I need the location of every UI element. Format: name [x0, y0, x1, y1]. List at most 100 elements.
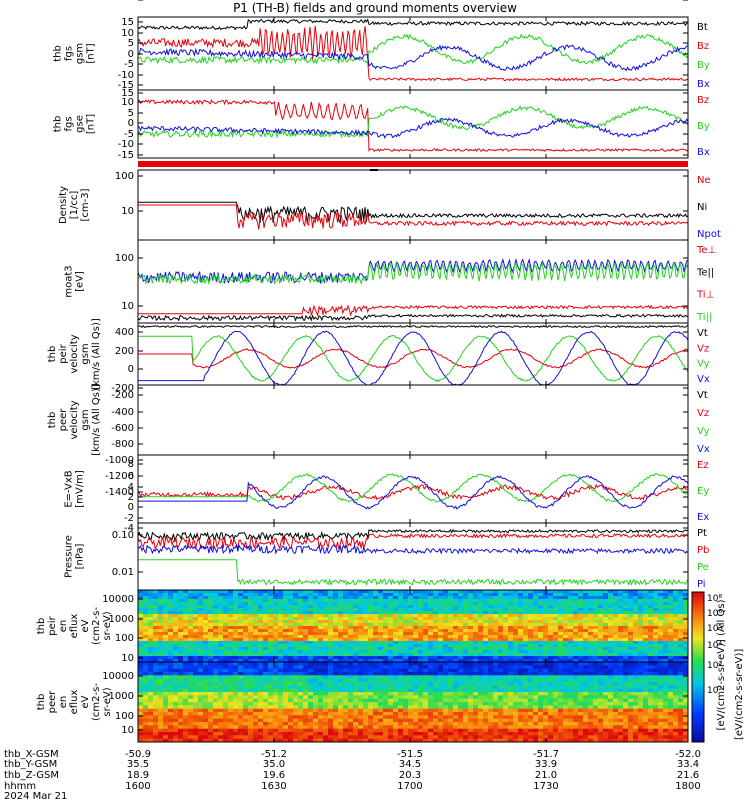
series-Ti⊥ — [138, 304, 689, 318]
xaxis-row-label: thb_X-GSM — [4, 749, 59, 760]
xaxis-value: 35.5 — [127, 759, 149, 770]
legend-By: By — [697, 60, 710, 71]
ytick-label: 1000 — [109, 691, 134, 702]
legend-By: By — [697, 121, 710, 132]
legend-Bz: Bz — [697, 41, 709, 52]
panel-density: Density [1/cc] [cm-3] — [58, 175, 688, 224]
panel-peir_en: thb peir en eflux eV (cm2-s-sr-eV) — [36, 598, 688, 659]
ytick-label: -200 — [111, 383, 134, 394]
ylabel-fgs_gsm: thb — [53, 45, 64, 62]
xaxis-value: 21.6 — [677, 770, 699, 781]
series-Pb — [137, 533, 689, 551]
ytick-label: 5 — [128, 38, 134, 49]
series-Vt — [137, 324, 689, 329]
colorbar-label: [eV/(cm2-s-sr-eV)] (All Qs) — [716, 599, 727, 730]
xaxis-value: 20.3 — [399, 770, 421, 781]
legend-Vt: Vt — [697, 328, 708, 339]
series-Ex — [138, 475, 689, 510]
ylabel-peer_vel: [km/s (All Qs)] — [91, 384, 102, 456]
xaxis-row-label: thb_Y-GSM — [4, 759, 57, 770]
ylabel-density: [cm-3] — [80, 188, 91, 221]
legend-Vz: Vz — [697, 343, 709, 354]
ytick-label: -1200 — [105, 471, 134, 482]
xaxis-value: 21.0 — [535, 770, 557, 781]
ytick-label: 0.10 — [112, 530, 134, 541]
ylabel-pressure: [nPa] — [75, 543, 86, 569]
frame-peer_vel — [137, 384, 689, 456]
ylabel-temp: moat3 — [64, 265, 75, 297]
xaxis-value: 34.5 — [399, 759, 421, 770]
panel-pressure: Pressure [nPa] — [64, 534, 688, 578]
ylabel-peer_en: eV — [80, 695, 91, 708]
series-Vz — [138, 348, 689, 369]
xaxis-row-label: hhmm — [4, 781, 36, 792]
ytick-label: 10 — [121, 725, 134, 736]
ytick-label: 0 — [128, 364, 134, 375]
series-Ey — [138, 473, 689, 503]
ylabel-density: Density — [58, 186, 69, 224]
ytick-label: -10 — [118, 139, 134, 150]
ylabel-peir_en: eflux — [69, 614, 80, 639]
ytick-label: -15 — [118, 150, 134, 161]
series-Te|| — [137, 257, 689, 285]
xaxis-value: -52.0 — [675, 749, 701, 760]
xaxis-value: 1730 — [533, 781, 558, 792]
ytick-label: 100 — [115, 253, 134, 264]
ytick-label: 8 — [128, 459, 134, 470]
legend-Bx: Bx — [697, 147, 710, 158]
ytick-label: -6 — [124, 0, 134, 3]
legend-Te||: Te|| — [696, 267, 714, 278]
panel-temp: moat3 [eV] — [64, 257, 688, 307]
legend-Vx: Vx — [697, 444, 710, 455]
date-label: 2024 Mar 21 — [4, 791, 67, 800]
frame-peer_en — [137, 661, 689, 743]
quality-bar — [138, 161, 688, 167]
xaxis-value: 1630 — [261, 781, 286, 792]
ytick-label: 0 — [128, 502, 134, 513]
ytick-label: 100 — [115, 633, 134, 644]
ylabel-fgs_gsm: gsm — [75, 43, 86, 64]
ytick-label: -5 — [124, 129, 134, 140]
xaxis-value: -50.9 — [125, 749, 151, 760]
series-Bx — [137, 44, 689, 72]
ylabel-peer_en: thb — [36, 694, 47, 711]
ytick-label: 10 — [121, 28, 134, 39]
spectrogram-peir_en — [138, 590, 689, 663]
series-Bz — [137, 99, 689, 153]
ylabel-peer_en: sr-eV) — [102, 687, 113, 716]
ytick-label: 0 — [128, 49, 134, 60]
legend-Te⊥: Te⊥ — [696, 245, 716, 256]
xaxis-value: 33.9 — [535, 759, 557, 770]
colorbar-tick: 10⁴ — [707, 641, 722, 651]
series-Bx — [137, 117, 689, 139]
ylabel-peir_vel: [km/s (All Qs)] — [91, 318, 102, 390]
legend-Vy: Vy — [697, 359, 710, 370]
panel-peir_vel: thb peir velocity gsm [km/s (All Qs)] — [47, 318, 688, 390]
ytick-label: -2 — [124, 513, 134, 524]
series-Pe — [138, 559, 689, 587]
ylabel-peer_en: en — [58, 696, 69, 709]
ylabel-peir_vel: gsm — [80, 343, 91, 364]
legend-Ex: Ex — [697, 512, 709, 523]
ylabel-peer_en: peer — [47, 690, 58, 714]
ytick-label: -800 — [111, 439, 134, 450]
legend-Ez: Ez — [697, 460, 709, 471]
series-Bz — [137, 25, 689, 82]
ytick-label: -5 — [124, 59, 134, 70]
xaxis-value: 19.6 — [263, 770, 285, 781]
ylabel-peir_vel: velocity — [69, 334, 80, 373]
ylabel-peer_en: (cm2-s- — [91, 683, 102, 721]
spectrogram-peer_en — [138, 662, 689, 743]
ytick-label: 5 — [128, 108, 134, 119]
colorbar — [691, 591, 705, 743]
ylabel-peir_en: peir — [47, 615, 58, 635]
ylabel-peir_en: en — [58, 620, 69, 633]
legend-Vz: Vz — [697, 408, 709, 419]
ytick-label: -1000 — [105, 455, 134, 466]
xaxis-value: 33.4 — [677, 759, 699, 770]
frame-fgs_gse — [137, 89, 689, 159]
chart-title: P1 (TH-B) fields and ground moments over… — [233, 1, 517, 15]
ytick-label: -15 — [118, 80, 134, 91]
ylabel-fgs_gse: thb — [53, 116, 64, 133]
